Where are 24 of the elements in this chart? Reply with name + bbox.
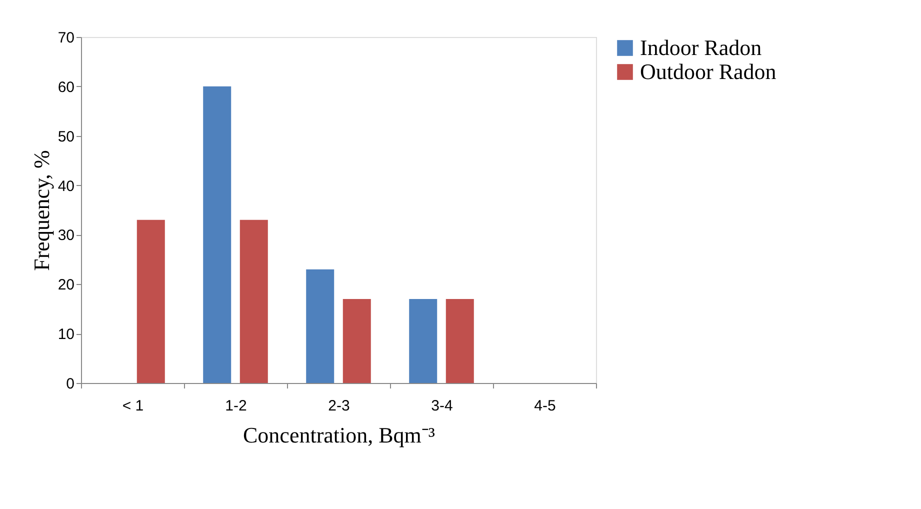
y-tick-label: 10 xyxy=(58,326,74,344)
x-tick-label: 4-5 xyxy=(534,398,556,414)
bar xyxy=(409,298,438,383)
y-tick-label: 60 xyxy=(58,78,74,96)
bar xyxy=(446,298,474,383)
y-tick-label: 0 xyxy=(66,376,74,392)
bar xyxy=(203,86,232,383)
y-axis-title: Frequency, % xyxy=(28,150,54,271)
x-tick-label: 2-3 xyxy=(328,398,350,414)
bar xyxy=(240,220,268,383)
y-tick-label: 30 xyxy=(58,227,74,244)
x-tick-label: 3-4 xyxy=(431,398,453,414)
x-tick-label: < 1 xyxy=(122,398,144,414)
y-tick-label: 50 xyxy=(58,128,74,146)
y-tick-label: 70 xyxy=(58,30,74,46)
bar xyxy=(342,298,371,383)
legend-label: Outdoor Radon xyxy=(640,59,776,84)
y-tick-label: 20 xyxy=(58,276,74,294)
y-tick-label: 40 xyxy=(58,178,74,195)
bar xyxy=(136,220,165,383)
x-tick-label: 1-2 xyxy=(225,398,247,414)
legend-label: Indoor Radon xyxy=(640,35,762,60)
bar xyxy=(306,269,334,383)
x-axis-title: Concentration, Bqm⁻³ xyxy=(242,422,436,448)
